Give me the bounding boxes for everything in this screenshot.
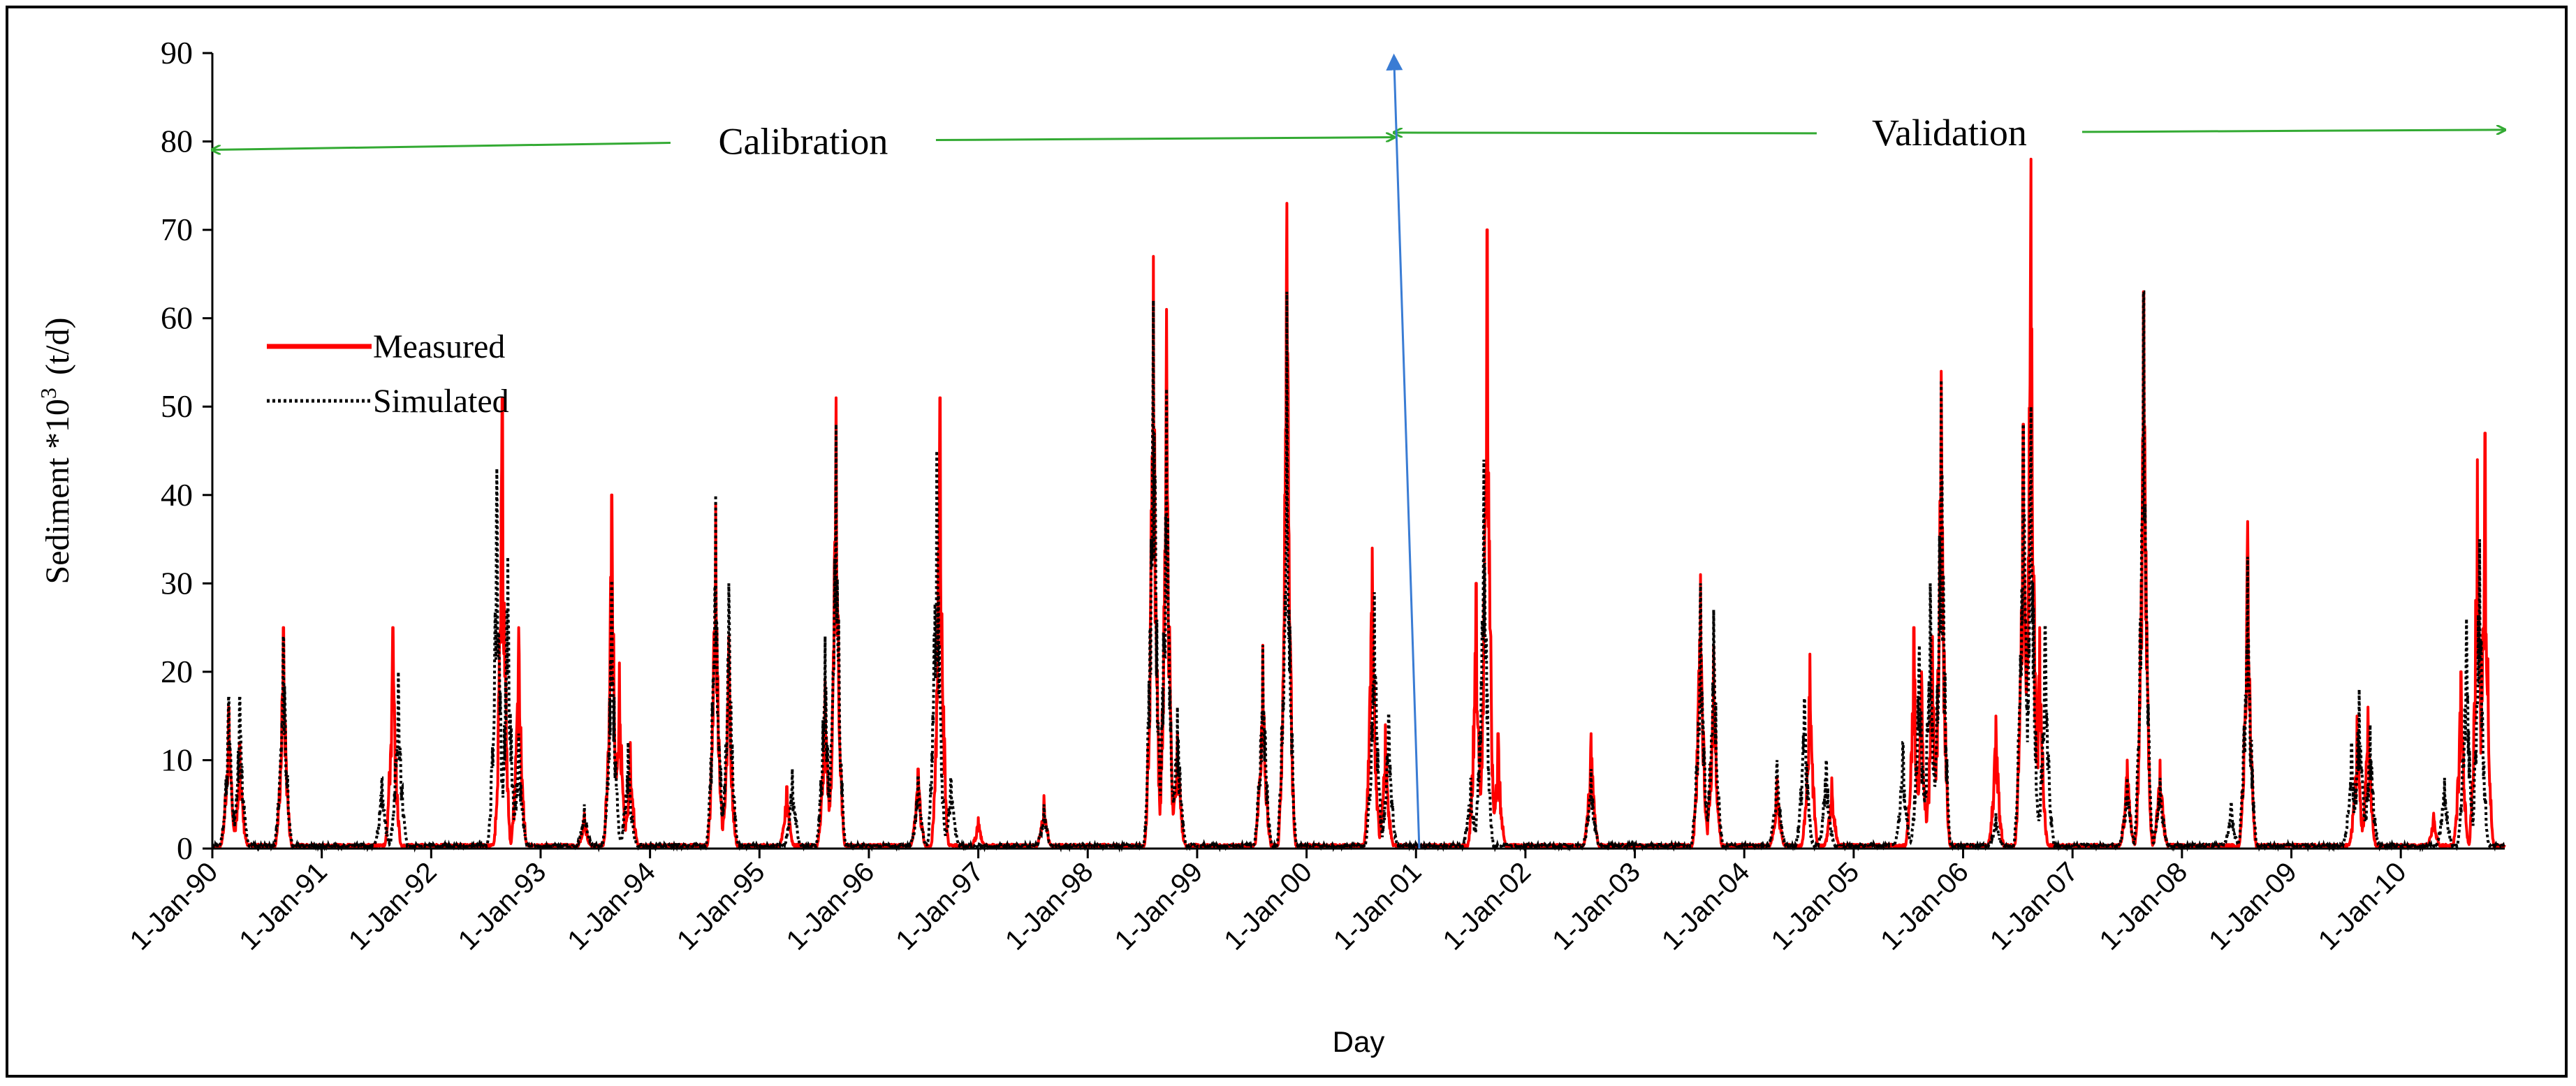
x-tick-label: 1-Jan-03 [1546, 856, 1646, 956]
x-axis-title: Day [1333, 1025, 1385, 1058]
y-tick-label: 70 [161, 212, 193, 247]
x-tick-label: 1-Jan-05 [1765, 856, 1865, 956]
calibration-validation-split-arrow [1386, 53, 1421, 849]
x-tick-label: 1-Jan-96 [781, 856, 881, 956]
x-tick-label: 1-Jan-92 [343, 856, 443, 956]
series-simulated-line [211, 290, 2506, 853]
period-label-validation: Validation [1872, 112, 2027, 154]
x-tick-label: 1-Jan-02 [1437, 856, 1537, 956]
legend-simulated-label: Simulated [373, 383, 509, 420]
x-tick-label: 1-Jan-10 [2313, 856, 2413, 956]
x-tick-label: 1-Jan-09 [2203, 856, 2303, 956]
x-tick-label: 1-Jan-90 [124, 856, 224, 956]
x-tick-label: 1-Jan-01 [1328, 856, 1428, 956]
x-tick-label: 1-Jan-08 [2093, 856, 2193, 956]
y-tick-label: 40 [161, 477, 193, 513]
y-tick-label: 90 [161, 35, 193, 71]
y-tick-label: 50 [161, 388, 193, 424]
y-tick-label: 0 [177, 830, 193, 866]
y-axis-title-unit: (t/d) [39, 318, 76, 376]
x-tick-label: 1-Jan-98 [1000, 856, 1099, 956]
y-axis-title: Sediment *103 (t/d) [36, 318, 76, 585]
y-axis-title-exponent: 3 [36, 388, 61, 399]
x-tick-label: 1-Jan-04 [1656, 856, 1756, 956]
x-tick-label: 1-Jan-95 [671, 856, 771, 956]
y-tick-label: 60 [161, 300, 193, 336]
x-tick-label: 1-Jan-99 [1109, 856, 1209, 956]
y-tick-label: 80 [161, 124, 193, 159]
period-label-calibration: Calibration [718, 121, 888, 163]
period-arrow-right [2081, 130, 2505, 132]
series-measured-line [211, 157, 2506, 849]
legend-measured-label: Measured [373, 328, 505, 365]
x-tick-label: 1-Jan-91 [233, 856, 333, 956]
period-arrow-right [935, 138, 1394, 140]
x-tick-label: 1-Jan-93 [453, 856, 552, 956]
legend: Measured Simulated [267, 328, 509, 420]
y-axis-title-base: Sediment *10 [39, 399, 76, 584]
period-arrow-left [212, 142, 671, 150]
x-tick-label: 1-Jan-00 [1218, 856, 1318, 956]
x-tick-label: 1-Jan-07 [1984, 856, 2084, 956]
x-tick-label: 1-Jan-06 [1875, 856, 1975, 956]
y-tick-label: 10 [161, 742, 193, 777]
y-tick-label: 30 [161, 565, 193, 601]
x-tick-label: 1-Jan-97 [890, 856, 990, 956]
chart-frame: 0 10 20 30 40 50 60 70 80 90 1-Jan-90 1-Jan-91 1-Ja… [6, 6, 2568, 1078]
x-tick-label: 1-Jan-94 [562, 856, 661, 956]
y-tick-label: 20 [161, 654, 193, 689]
